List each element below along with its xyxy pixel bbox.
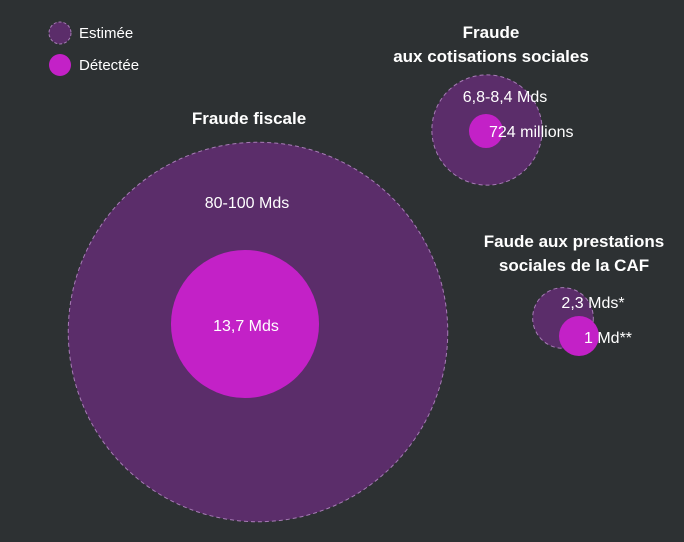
estimated-label: 2,3 Mds* [561, 295, 624, 312]
group-fraude-fiscale: Fraude fiscale 80-100 Mds 13,7 Mds [67, 109, 449, 523]
legend-swatch-detected [49, 54, 71, 76]
legend: Estimée Détectée [48, 21, 139, 76]
estimated-label: 6,8-8,4 Mds [463, 89, 547, 106]
detected-bubble [559, 316, 599, 356]
group-title-line: aux cotisations sociales [393, 47, 589, 66]
group-title-line: Fraude [463, 23, 520, 42]
group-title-line: Fraude fiscale [192, 109, 306, 128]
detected-bubble [468, 113, 504, 149]
group-title-line: sociales de la CAF [499, 256, 649, 275]
group-fraude-caf: Faude aux prestations sociales de la CAF… [484, 232, 664, 356]
legend-label-estimated: Estimée [79, 25, 133, 42]
legend-swatch-estimated [48, 21, 72, 45]
estimated-label: 80-100 Mds [205, 195, 290, 212]
group-title-line: Faude aux prestations [484, 232, 664, 251]
group-fraude-cotisations: Fraude aux cotisations sociales 6,8-8,4 … [393, 23, 589, 186]
detected-label: 724 millions [489, 124, 573, 141]
detected-bubble [170, 249, 320, 399]
legend-label-detected: Détectée [79, 57, 139, 74]
detected-label: 13,7 Mds [213, 318, 279, 335]
detected-label: 1 Md** [584, 330, 632, 347]
